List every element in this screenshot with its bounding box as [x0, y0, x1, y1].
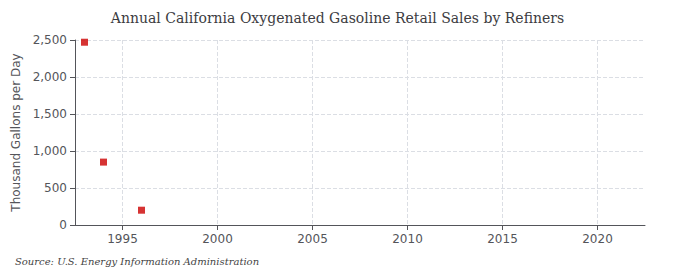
svg-text:1,500: 1,500: [33, 107, 67, 121]
svg-text:0: 0: [59, 218, 67, 232]
svg-text:2005: 2005: [297, 232, 328, 246]
svg-text:2010: 2010: [392, 232, 423, 246]
svg-text:2,500: 2,500: [33, 33, 67, 47]
svg-text:1,000: 1,000: [33, 144, 67, 158]
svg-text:Source: U.S. Energy Informatio: Source: U.S. Energy Information Administ…: [15, 256, 259, 267]
svg-text:2,000: 2,000: [33, 70, 67, 84]
svg-text:Annual California Oxygenated G: Annual California Oxygenated Gasoline Re…: [110, 10, 564, 26]
svg-text:Thousand Gallons per Day: Thousand Gallons per Day: [9, 53, 23, 212]
svg-text:2020: 2020: [582, 232, 613, 246]
svg-text:1995: 1995: [107, 232, 138, 246]
svg-text:2000: 2000: [202, 232, 233, 246]
svg-text:2015: 2015: [487, 232, 518, 246]
svg-text:500: 500: [44, 181, 67, 195]
